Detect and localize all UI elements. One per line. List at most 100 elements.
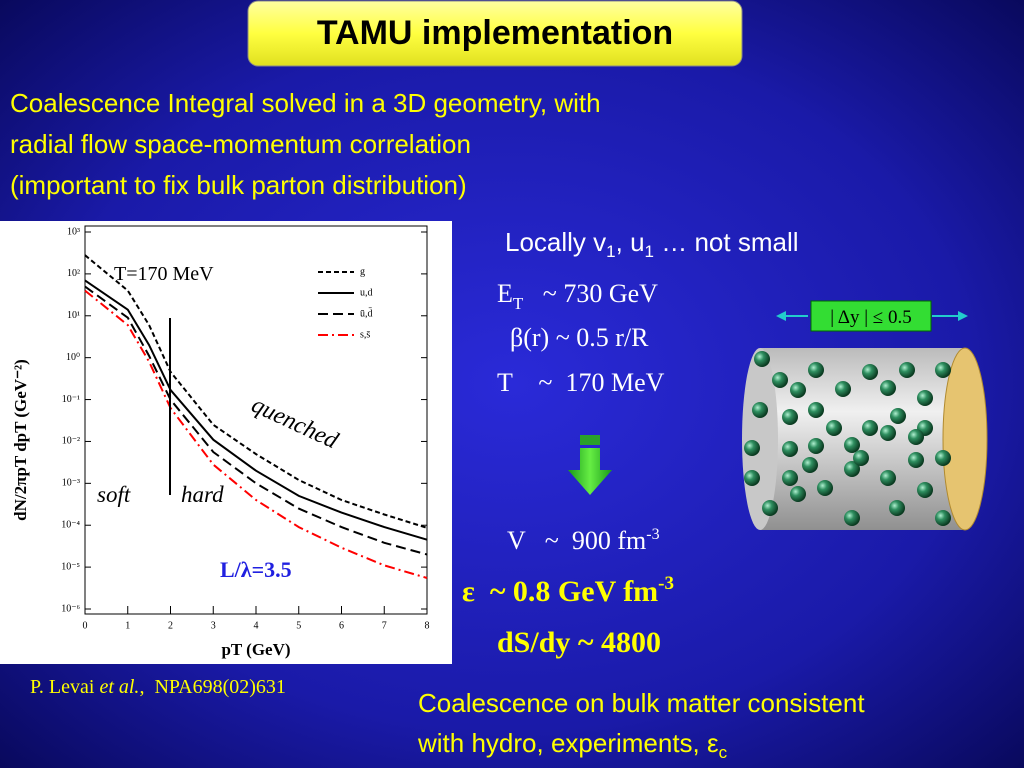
series-line [84, 279, 428, 541]
legend-label: ū,d̄ [360, 307, 373, 319]
y-tick-label: 10² [67, 268, 80, 279]
subscript: c [719, 743, 728, 762]
citation-ref: , NPA698(02)631 [139, 676, 286, 698]
particle [935, 510, 951, 526]
chart: 10³ 10² 10¹ 10⁰ 10⁻¹ 10⁻² 10⁻³ 10⁻⁴ 10⁻⁵ 10⁻⁶0 1 2 3… [61, 226, 429, 631]
rapidity-label: | Δy | ≤ 0.5 [830, 307, 911, 328]
conclusion-line: Coalescence on bulk matter consistent [418, 688, 865, 718]
particle [744, 440, 760, 456]
x-tick-label: 6 [339, 620, 344, 631]
particle [808, 438, 824, 454]
particle [808, 362, 824, 378]
series-line [84, 289, 428, 579]
x-tick-label: 5 [296, 620, 301, 631]
annotation: hard [181, 482, 224, 507]
parameters: ET ~ 730 GeV β(r) ~ 0.5 r/R T ~ 170 MeV … [497, 279, 665, 555]
cylinder-end [942, 347, 988, 531]
particle [862, 420, 878, 436]
arrow-head [958, 311, 968, 321]
annotation: T=170 MeV [114, 263, 214, 285]
particle [762, 500, 778, 516]
particle [853, 450, 869, 466]
series-line [84, 254, 428, 529]
arrow-head [776, 311, 786, 321]
x-tick-label: 3 [211, 620, 216, 631]
x-tick-label: 4 [254, 620, 259, 631]
particle [844, 437, 860, 453]
particle [917, 482, 933, 498]
particle [782, 409, 798, 425]
title: TAMU implementation [317, 14, 673, 52]
particle [880, 380, 896, 396]
text: V ~ 900 fm [507, 526, 646, 555]
text: with hydro, experiments, ε [417, 728, 719, 758]
particle [889, 500, 905, 516]
text: … not small [654, 227, 799, 257]
particle [890, 408, 906, 424]
particle [772, 372, 788, 388]
superscript: -3 [646, 526, 659, 543]
annotation: soft [97, 482, 131, 507]
particle [908, 452, 924, 468]
y-tick-label: 10⁻³ [62, 478, 80, 489]
citation-author: P. Levai [30, 676, 99, 698]
y-tick-label: 10⁰ [66, 352, 80, 363]
text: , u [616, 227, 645, 257]
x-tick-label: 1 [125, 620, 130, 631]
text: ~ 730 GeV [523, 279, 658, 308]
param-entropy: dS/dy ~ 4800 [497, 626, 661, 659]
particle [802, 457, 818, 473]
citation-etal: et al. [99, 676, 139, 698]
param-temp: T ~ 170 MeV [497, 368, 665, 397]
particle [790, 382, 806, 398]
particle [782, 470, 798, 486]
rapidity-box [810, 300, 932, 332]
y-tick-label: 10³ [67, 226, 80, 237]
particle [880, 425, 896, 441]
particle [899, 362, 915, 378]
text: ε ~ 0.8 GeV fm [462, 575, 658, 608]
intro-line: Coalescence Integral solved in a 3D geom… [10, 88, 601, 118]
superscript: -3 [658, 573, 674, 594]
locally-note: Locally v1, u1 … not small [505, 227, 799, 261]
particle [790, 486, 806, 502]
subscript: T [513, 294, 524, 313]
param-beta: β(r) ~ 0.5 r/R [510, 323, 649, 352]
param-volume: V ~ 900 fm-3 [507, 526, 660, 555]
x-tick-label: 8 [425, 620, 430, 631]
subscript: 1 [645, 242, 654, 261]
intro-line: radial flow space-momentum correlation [10, 129, 471, 159]
y-tick-label: 10⁻⁴ [61, 520, 80, 531]
x-tick-label: 7 [382, 620, 387, 631]
particle [844, 510, 860, 526]
param-et: ET ~ 730 GeV [497, 279, 658, 313]
legend-label: g [360, 266, 365, 277]
y-tick-label: 10⁻⁶ [61, 603, 80, 614]
text: Locally v [505, 227, 606, 257]
legend-label: u,d [360, 287, 373, 298]
particle [744, 470, 760, 486]
particle [844, 461, 860, 477]
annotation: L/λ=3.5 [220, 557, 292, 582]
particle [817, 480, 833, 496]
title-box [247, 0, 743, 67]
particle [935, 362, 951, 378]
particle [782, 441, 798, 457]
particle [754, 351, 770, 367]
param-epsilon: ε ~ 0.8 GeV fm-3 [462, 573, 674, 608]
arrow-part [580, 435, 600, 445]
legend-label: s,s̄ [360, 329, 370, 340]
x-tick-label: 2 [168, 620, 173, 631]
chart-panel [0, 221, 452, 664]
y-tick-label: 10⁻⁵ [61, 561, 80, 572]
intro: Coalescence Integral solved in a 3D geom… [10, 88, 601, 200]
citation: P. Levai et al., NPA698(02)631 [30, 676, 286, 698]
particle [935, 450, 951, 466]
x-axis-label: pT (GeV) [221, 640, 290, 659]
particle [808, 402, 824, 418]
y-tick-label: 10⁻¹ [62, 394, 80, 405]
conclusion: Coalescence on bulk matter consistent wi… [417, 688, 865, 762]
subscript: 1 [606, 242, 615, 261]
